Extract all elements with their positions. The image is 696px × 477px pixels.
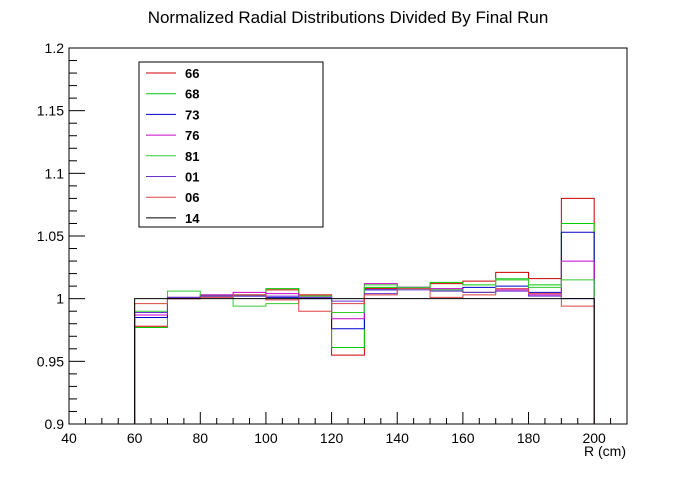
y-tick-label: 0.9 bbox=[45, 416, 65, 432]
series-layer bbox=[134, 197, 595, 424]
x-tick-label: 120 bbox=[320, 430, 344, 446]
y-tick-label: 1 bbox=[56, 291, 64, 307]
series-14-histogram bbox=[134, 298, 595, 424]
legend-label-14: 14 bbox=[185, 211, 200, 226]
series-06-histogram bbox=[134, 288, 595, 424]
x-tick-label: 60 bbox=[127, 430, 143, 446]
y-tick-label: 1.15 bbox=[37, 103, 64, 119]
legend-label-66: 66 bbox=[185, 66, 199, 81]
legend-label-76: 76 bbox=[185, 128, 199, 143]
y-tick-label: 1.05 bbox=[37, 228, 64, 244]
legend-label-73: 73 bbox=[185, 107, 199, 122]
chart-title: Normalized Radial Distributions Divided … bbox=[148, 8, 549, 27]
y-tick-label: 1.1 bbox=[45, 165, 65, 181]
x-axis-label: R (cm) bbox=[584, 443, 626, 459]
legend-label-81: 81 bbox=[185, 149, 199, 164]
legend-label-06: 06 bbox=[185, 190, 199, 205]
x-tick-label: 160 bbox=[451, 430, 475, 446]
axes: 40 60 80 100 120 140 160 180 200 0.9 0.95 1 1.05 1.1 1… bbox=[37, 40, 628, 446]
x-tick-label: 40 bbox=[61, 430, 77, 446]
series-73-histogram bbox=[134, 231, 595, 424]
legend-label-68: 68 bbox=[185, 87, 199, 102]
y-tick-label: 0.95 bbox=[37, 353, 64, 369]
x-tick-label: 80 bbox=[193, 430, 209, 446]
x-tick-label: 100 bbox=[254, 430, 278, 446]
legend-label-01: 01 bbox=[185, 170, 199, 185]
x-tick-label: 180 bbox=[517, 430, 541, 446]
y-tick-label: 1.2 bbox=[45, 40, 65, 56]
x-tick-label: 140 bbox=[386, 430, 410, 446]
legend: 66 68 73 76 81 01 06 14 bbox=[138, 61, 324, 228]
x-tick-label: 200 bbox=[582, 430, 606, 446]
legend-box bbox=[138, 61, 324, 228]
